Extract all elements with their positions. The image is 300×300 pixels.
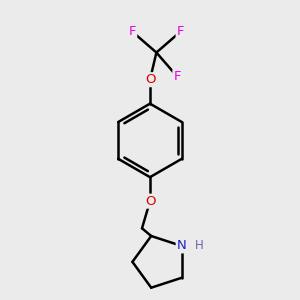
Text: F: F (173, 70, 181, 83)
Text: O: O (145, 195, 155, 208)
Text: O: O (145, 73, 155, 86)
Text: N: N (177, 239, 186, 252)
Text: F: F (129, 25, 136, 38)
Text: F: F (177, 25, 184, 38)
Text: H: H (195, 239, 203, 252)
